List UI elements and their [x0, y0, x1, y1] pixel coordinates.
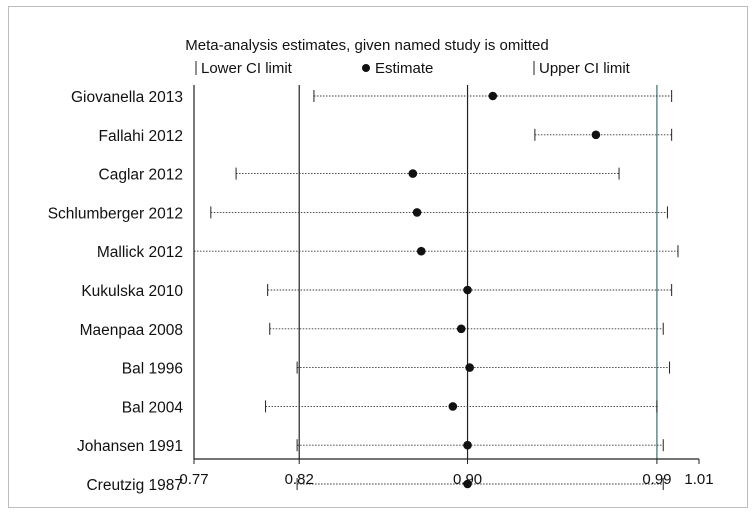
estimate-point	[463, 479, 472, 489]
study-row: Maenpaa 2008	[80, 322, 664, 339]
legend-estimate-label: Estimate	[375, 60, 433, 77]
estimate-point	[408, 169, 418, 178]
legend-lower-ci-label: Lower CI limit	[201, 60, 293, 77]
study-row: Creutzig 1987	[86, 477, 664, 494]
study-label: Bal 2004	[122, 399, 184, 416]
study-row: Johansen 1991	[77, 438, 664, 455]
study-label: Creutzig 1987	[86, 477, 183, 494]
study-row: Bal 1996	[122, 361, 671, 378]
x-tick-label: 1.01	[684, 471, 713, 488]
study-row: Kukulska 2010	[81, 283, 673, 300]
estimate-point	[465, 363, 474, 372]
x-tick-label: 0.82	[285, 471, 314, 488]
chart-title: Meta-analysis estimates, given named stu…	[185, 37, 549, 54]
chart-frame: Meta-analysis estimates, given named stu…	[8, 6, 748, 508]
study-label: Johansen 1991	[77, 438, 183, 455]
legend: Lower CI limit Estimate Upper CI limit	[195, 60, 631, 77]
study-row: Bal 2004	[122, 399, 658, 416]
study-label: Schlumberger 2012	[48, 205, 183, 222]
estimate-point	[456, 324, 466, 334]
estimate-point	[591, 130, 601, 140]
x-tick-label: 0.90	[453, 471, 482, 488]
x-axis: 0.77 0.82 0.90 0.99 1.01	[179, 85, 714, 488]
study-label: Giovanella 2013	[71, 89, 183, 106]
study-rows: Giovanella 2013 Fallahi 2012 Caglar 2012 Sc…	[48, 89, 679, 494]
study-row: Schlumberger 2012	[48, 205, 668, 222]
forest-plot: Meta-analysis estimates, given named stu…	[48, 37, 714, 494]
study-label: Mallick 2012	[97, 244, 183, 261]
x-tick-label: 0.99	[642, 471, 671, 488]
study-label: Fallahi 2012	[99, 128, 183, 145]
study-row: Fallahi 2012	[99, 128, 673, 145]
study-label: Maenpaa 2008	[80, 322, 183, 339]
reference-lines	[298, 85, 658, 459]
estimate-point	[463, 285, 472, 295]
study-row: Giovanella 2013	[71, 89, 673, 106]
study-label: Kukulska 2010	[81, 283, 183, 300]
legend-estimate-marker	[362, 64, 370, 72]
legend-upper-ci-label: Upper CI limit	[539, 60, 631, 77]
estimate-point	[412, 208, 422, 217]
estimate-point	[416, 246, 426, 256]
study-row: Caglar 2012	[99, 167, 620, 184]
study-label: Bal 1996	[122, 361, 183, 378]
study-label: Caglar 2012	[99, 167, 183, 184]
estimate-point	[463, 440, 472, 450]
study-row: Mallick 2012	[97, 244, 679, 261]
estimate-point	[448, 402, 458, 411]
x-tick-label: 0.77	[179, 471, 208, 488]
estimate-point	[488, 91, 498, 101]
